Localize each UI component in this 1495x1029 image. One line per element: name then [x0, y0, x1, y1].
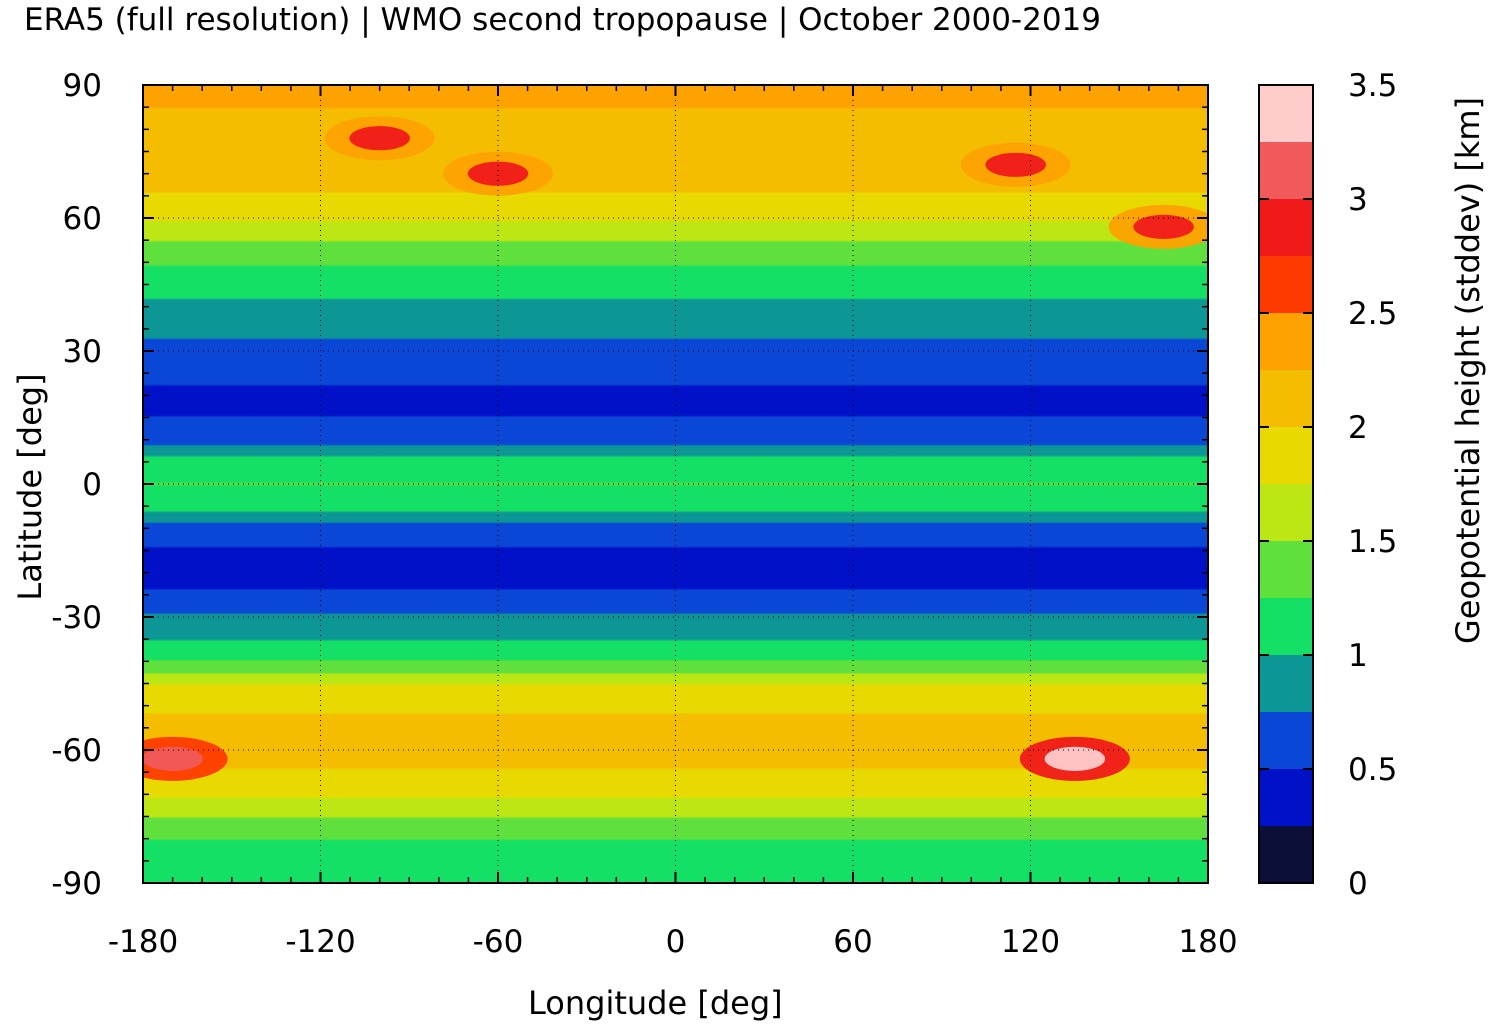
colorbar-segment — [1259, 541, 1313, 598]
colorbar-frame — [1258, 84, 1314, 884]
x-tick-label: 60 — [833, 924, 872, 960]
colorbar-tick-label: 1.5 — [1348, 524, 1397, 560]
hotspot-core — [1044, 746, 1106, 771]
colorbar-segment — [1259, 199, 1313, 256]
colorbar-segment — [1259, 256, 1313, 313]
hotspot-core — [349, 126, 410, 151]
colorbar-tick-label: 1 — [1348, 638, 1368, 674]
y-tick-label: 60 — [63, 201, 102, 237]
colorbar-segment — [1259, 826, 1313, 883]
colorbar-segment — [1259, 598, 1313, 655]
colorbar-segment — [1259, 712, 1313, 769]
colorbar-tick-label: 0 — [1348, 866, 1368, 902]
colorbar-tick-label: 2.5 — [1348, 296, 1397, 332]
y-tick-label: 90 — [63, 68, 102, 104]
y-axis-label: Latitude [deg] — [11, 373, 49, 601]
hotspot-core — [985, 152, 1046, 177]
axis-ticks: -180 -120 -60 0 60 120 180 90 60 30 0 -30 -60 -90 — [51, 68, 1237, 960]
colorbar-label: Geopotential height (stddev) [km] — [1449, 96, 1487, 644]
x-tick-label: 120 — [1001, 924, 1060, 960]
x-tick-label: -60 — [473, 924, 524, 960]
x-tick-label: -180 — [108, 924, 178, 960]
hotspot-core — [143, 746, 203, 771]
y-tick-label: 0 — [82, 467, 102, 503]
colorbar-tick-label: 3.5 — [1348, 68, 1397, 104]
colorbar: 0 0.5 1 1.5 2 2.5 3 3.5 — [1258, 68, 1397, 902]
x-axis-label: Longitude [deg] — [528, 984, 783, 1022]
colorbar-segment — [1259, 85, 1313, 142]
chart-title: ERA5 (full resolution) | WMO second trop… — [24, 2, 1102, 38]
colorbar-segment — [1259, 370, 1313, 427]
x-tick-label: 0 — [666, 924, 686, 960]
y-tick-label: -90 — [51, 866, 102, 902]
colorbar-segment — [1259, 427, 1313, 484]
x-tick-label: -120 — [285, 924, 355, 960]
colorbar-segment — [1259, 484, 1313, 541]
colorbar-segment — [1259, 142, 1313, 199]
y-tick-label: -30 — [51, 600, 102, 636]
y-tick-label: 30 — [63, 334, 102, 370]
colorbar-segment — [1259, 313, 1313, 370]
hotspot-core — [1133, 214, 1194, 239]
x-tick-label: 180 — [1178, 924, 1237, 960]
y-tick-label: -60 — [51, 733, 102, 769]
colorbar-segment — [1259, 655, 1313, 712]
colorbar-tick-label: 0.5 — [1348, 752, 1397, 788]
colorbar-tick-label: 2 — [1348, 410, 1368, 446]
grid-lines — [143, 85, 1208, 883]
hotspot-core — [467, 161, 529, 186]
colorbar-tick-label: 3 — [1348, 182, 1368, 218]
colorbar-segment — [1259, 769, 1313, 826]
